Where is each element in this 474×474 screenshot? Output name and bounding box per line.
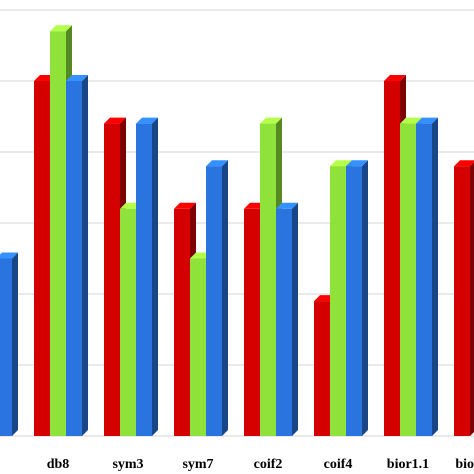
bar-side — [292, 202, 298, 436]
bar-front — [276, 208, 292, 436]
bar-front — [346, 166, 362, 436]
bar-front — [66, 81, 82, 436]
bar — [454, 160, 474, 436]
bar-side — [82, 75, 88, 436]
bar-front — [314, 301, 330, 436]
bar-front — [384, 81, 400, 436]
x-tick-label: coif2 — [254, 457, 283, 472]
bar-front — [120, 208, 136, 436]
bar-top — [50, 25, 72, 32]
bar — [416, 117, 438, 436]
bar-front — [244, 208, 260, 436]
bar-front — [34, 81, 50, 436]
bar-top — [260, 117, 282, 124]
x-tick-label: bio — [455, 457, 474, 472]
bar-front — [104, 123, 120, 436]
x-tick-label: sym3 — [112, 457, 143, 472]
bar-side — [12, 252, 18, 436]
x-tick-label: db8 — [47, 457, 70, 472]
bar-top — [104, 117, 126, 124]
bar-front — [50, 31, 66, 437]
bar-front — [260, 123, 276, 436]
bar-side — [152, 117, 158, 436]
bar-top — [66, 75, 88, 81]
bar-side — [222, 160, 228, 436]
x-tick-label: bior1.1 — [387, 457, 429, 472]
x-tick-label: sym7 — [182, 457, 213, 472]
bar-side — [470, 162, 474, 436]
bar — [346, 160, 368, 436]
bar-side — [362, 160, 368, 436]
x-tick-label: coif4 — [324, 457, 353, 472]
bar-top — [346, 160, 368, 167]
bar-front — [0, 258, 12, 436]
bar — [0, 252, 18, 436]
bar — [276, 202, 298, 436]
bar-top — [416, 117, 438, 124]
bar-top — [454, 160, 474, 167]
bar-front — [136, 123, 152, 436]
bar-top — [174, 202, 196, 209]
bar-top — [400, 117, 422, 124]
bar-top — [0, 252, 18, 259]
bar-top — [136, 117, 158, 124]
bar-front — [454, 166, 470, 436]
bar — [206, 160, 228, 436]
bar-front — [330, 166, 346, 436]
bar — [66, 75, 88, 436]
bar-front — [416, 123, 432, 436]
bar-top — [384, 75, 406, 81]
bar-side — [432, 117, 438, 436]
bar-front — [400, 123, 416, 436]
bar-front — [174, 208, 190, 436]
bar — [136, 117, 158, 436]
bar-top — [276, 202, 298, 209]
bar-top — [330, 160, 352, 167]
bar-front — [206, 166, 222, 436]
bar-front — [190, 258, 206, 436]
bar-top — [206, 160, 228, 167]
